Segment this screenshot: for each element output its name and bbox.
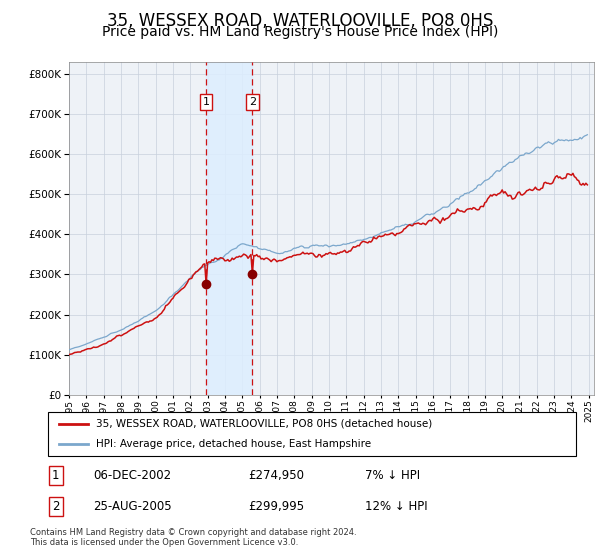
Text: £299,995: £299,995 [248,500,305,513]
Text: 2: 2 [52,500,59,513]
Bar [206,62,253,395]
Text: £274,950: £274,950 [248,469,305,482]
FancyBboxPatch shape [48,412,576,456]
Text: 06-DEC-2002: 06-DEC-2002 [93,469,171,482]
Text: 35, WESSEX ROAD, WATERLOOVILLE, PO8 0HS (detached house): 35, WESSEX ROAD, WATERLOOVILLE, PO8 0HS … [95,419,432,429]
Text: 35, WESSEX ROAD, WATERLOOVILLE, PO8 0HS: 35, WESSEX ROAD, WATERLOOVILLE, PO8 0HS [107,12,493,30]
Text: 1: 1 [203,97,209,107]
Text: 1: 1 [52,469,59,482]
Text: Contains HM Land Registry data © Crown copyright and database right 2024.
This d: Contains HM Land Registry data © Crown c… [30,528,356,547]
Text: 25-AUG-2005: 25-AUG-2005 [93,500,172,513]
Text: 2: 2 [249,97,256,107]
Text: 7% ↓ HPI: 7% ↓ HPI [365,469,420,482]
Text: 12% ↓ HPI: 12% ↓ HPI [365,500,427,513]
Text: HPI: Average price, detached house, East Hampshire: HPI: Average price, detached house, East… [95,439,371,449]
Text: Price paid vs. HM Land Registry's House Price Index (HPI): Price paid vs. HM Land Registry's House … [102,25,498,39]
